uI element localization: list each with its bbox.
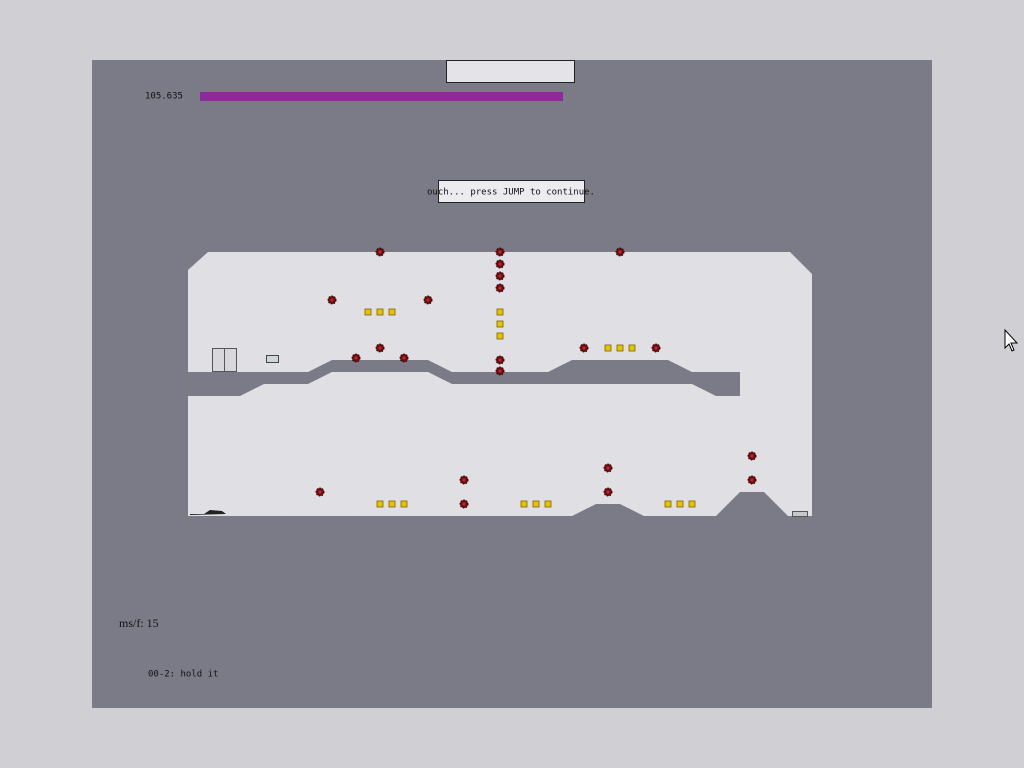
mine-core [750, 454, 754, 458]
gold [388, 308, 396, 316]
mine-core [498, 262, 502, 266]
gold [496, 332, 504, 340]
mine-core [378, 346, 382, 350]
mine-core [354, 356, 358, 360]
mine-core [378, 250, 382, 254]
mine-core [498, 250, 502, 254]
gold [364, 308, 372, 316]
gold [688, 500, 696, 508]
mine-core [606, 466, 610, 470]
gold [532, 500, 540, 508]
mine-core [654, 346, 658, 350]
mine-core [462, 502, 466, 506]
gold [676, 500, 684, 508]
message-box [438, 180, 585, 203]
gold [388, 500, 396, 508]
gold [544, 500, 552, 508]
mine-core [498, 286, 502, 290]
gold [664, 500, 672, 508]
gold [604, 344, 612, 352]
frame-time: ms/f: 15 [119, 616, 159, 630]
time-value: 105.635 [145, 92, 183, 102]
gold [400, 500, 408, 508]
mine-core [750, 478, 754, 482]
gold [496, 320, 504, 328]
mine-core [498, 274, 502, 278]
top-panel [446, 60, 575, 83]
middle-platform [188, 360, 740, 396]
floor [188, 492, 812, 560]
mine-core [402, 356, 406, 360]
message-text: ouch... press JUMP to continue. [427, 188, 595, 198]
mine-core [618, 250, 622, 254]
gold [376, 500, 384, 508]
mouse-cursor [1004, 328, 1019, 352]
mine-core [498, 358, 502, 362]
mine-core [426, 298, 430, 302]
mine-core [498, 369, 502, 373]
launch-pad [792, 511, 808, 517]
gold [496, 308, 504, 316]
mine-core [330, 298, 334, 302]
gold [376, 308, 384, 316]
level-name: 00-2: hold it [148, 670, 218, 680]
time-bar [200, 92, 563, 101]
ninja-ragdoll [190, 510, 226, 515]
door-switch [266, 355, 279, 363]
mine-core [606, 490, 610, 494]
gold [616, 344, 624, 352]
gold [628, 344, 636, 352]
mine-core [318, 490, 322, 494]
gold [520, 500, 528, 508]
mine-core [582, 346, 586, 350]
mine-core [462, 478, 466, 482]
